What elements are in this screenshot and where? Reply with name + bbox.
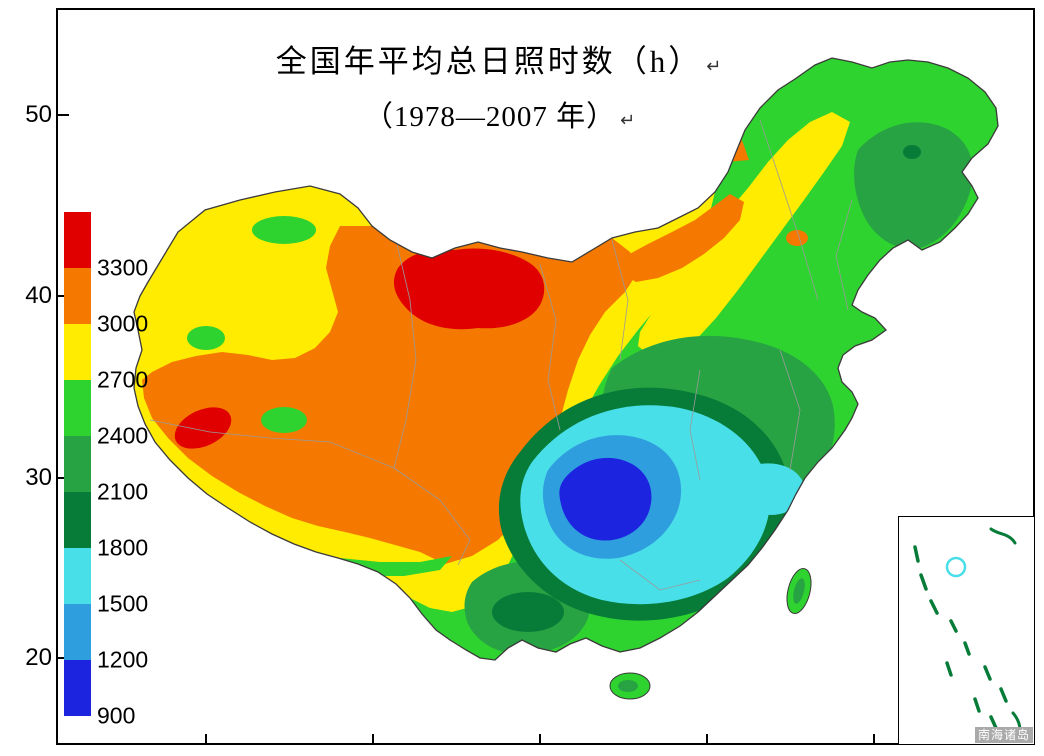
legend-swatch	[64, 604, 91, 660]
x-axis-tick	[539, 734, 541, 744]
map-region-2700-ne-band	[638, 112, 850, 358]
legend-label: 2700	[97, 366, 149, 393]
y-axis-tick-label: 20	[25, 644, 52, 671]
legend-swatch	[64, 212, 91, 268]
legend-label: 1500	[97, 590, 149, 617]
y-axis-tick	[58, 657, 69, 659]
map-region-1500-east-tongue	[736, 463, 804, 515]
map-region-3300-west-tibet	[174, 407, 232, 449]
province-boundaries	[149, 119, 853, 591]
chart-title-line2: （1978—2007 年） ↵	[150, 93, 850, 135]
map-region-3000-spot	[786, 230, 808, 246]
inset-label: 南海诸岛	[974, 727, 1033, 743]
legend-label: 3000	[97, 310, 149, 337]
y-axis-tick-label: 40	[25, 282, 52, 309]
island-dashes	[913, 545, 1008, 730]
island-ring	[945, 556, 967, 578]
return-mark-icon: ↵	[706, 56, 725, 76]
legend-swatch	[64, 548, 91, 604]
map-region-2400-spot	[187, 326, 225, 350]
legend-swatch	[64, 436, 91, 492]
y-axis-tick	[58, 114, 69, 116]
x-axis-tick	[873, 734, 875, 744]
y-axis-tick	[58, 295, 69, 297]
coastline-mark	[989, 527, 1017, 545]
y-axis-tick-label: 50	[25, 101, 52, 128]
south-china-sea-inset: 南海诸岛	[898, 516, 1035, 745]
plot-frame	[56, 8, 1035, 745]
y-axis-tick-label: 30	[25, 464, 52, 491]
map-region-900-core	[559, 457, 652, 541]
taiwan-island	[786, 568, 812, 614]
legend-label: 900	[97, 702, 136, 729]
map-region-2100-northeast	[854, 122, 973, 249]
legend-colorbar	[64, 212, 91, 716]
china-outline	[133, 57, 999, 661]
chart-title-text1: 全国年平均总日照时数（h）	[275, 44, 703, 79]
legend-label: 2400	[97, 422, 149, 449]
legend-swatch	[64, 324, 91, 380]
chart-title: 全国年平均总日照时数（h） ↵ （1978—2007 年） ↵	[150, 36, 850, 135]
x-axis-tick	[372, 734, 374, 744]
map-region-1800-ne-spot	[903, 145, 921, 159]
y-axis-tick	[58, 477, 69, 479]
map-region-3300-core	[393, 248, 545, 330]
x-axis-tick	[706, 734, 708, 744]
legend-label: 1800	[97, 534, 149, 561]
legend-label: 1200	[97, 646, 149, 673]
map-region-3000-north-band	[620, 194, 744, 282]
chart-title-line1: 全国年平均总日照时数（h） ↵	[150, 36, 850, 81]
chart-title-text2: （1978—2007 年）	[363, 101, 617, 133]
return-mark-icon: ↵	[620, 110, 637, 130]
hainan-island	[609, 672, 651, 700]
inset-islands-graphic	[913, 527, 1022, 743]
map-region-2400-spot	[252, 216, 316, 244]
map-region-1800-yunnan	[492, 592, 564, 632]
legend-swatch	[64, 380, 91, 436]
legend-swatch	[64, 268, 91, 324]
x-axis-tick	[205, 734, 207, 744]
legend-swatch	[64, 660, 91, 716]
legend-label: 3300	[97, 254, 149, 281]
map-region-2400-spot	[261, 407, 307, 433]
legend-swatch	[64, 492, 91, 548]
legend-label: 2100	[97, 478, 149, 505]
